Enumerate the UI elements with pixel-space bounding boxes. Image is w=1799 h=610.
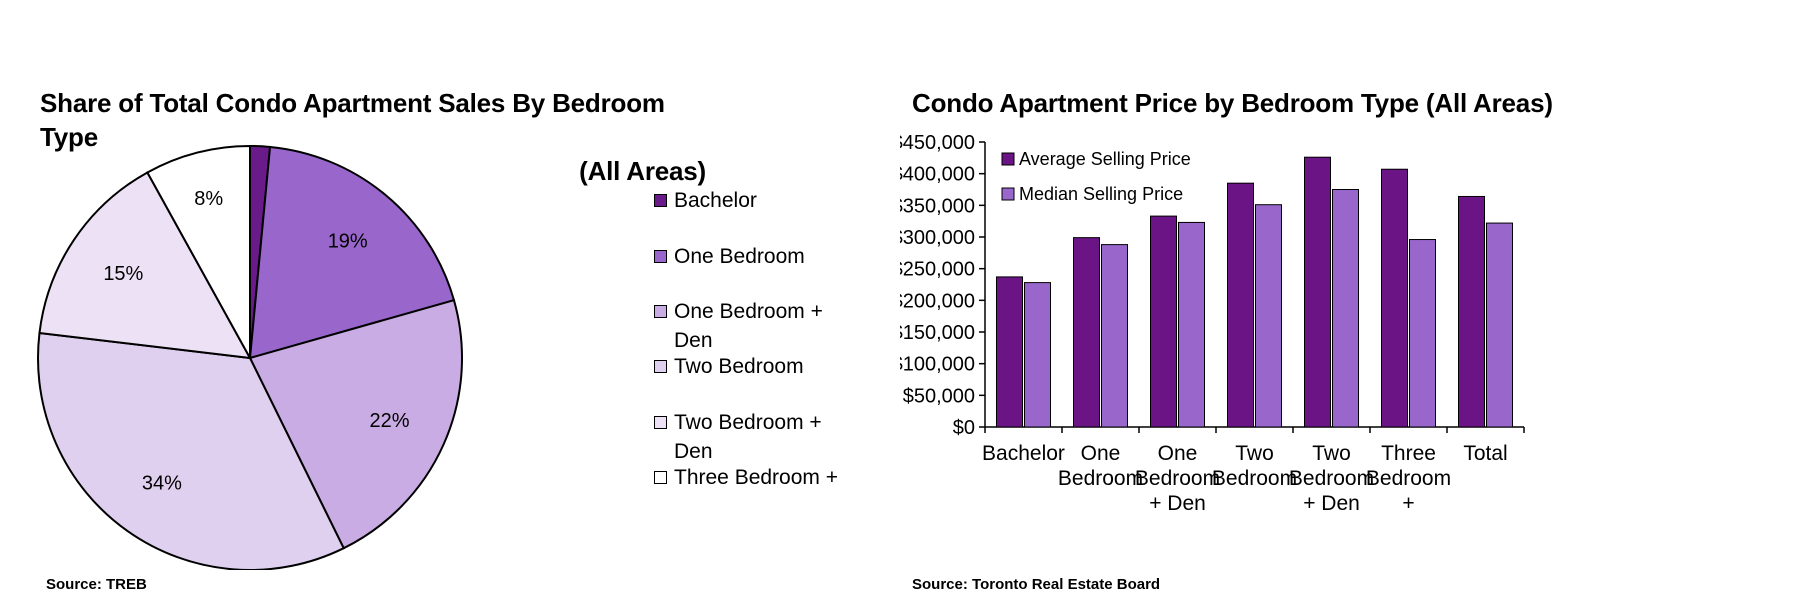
pie-slice-two-bedroom-den <box>38 171 252 360</box>
y-tick-label: $400,000 <box>900 164 975 186</box>
pie-slice-label: 19% <box>328 231 368 253</box>
pie-legend-label: One Bedroom <box>674 245 805 268</box>
bar-source-note: Source: Toronto Real Estate Board <box>912 576 1161 593</box>
y-tick-label: $250,000 <box>900 259 975 281</box>
pie-slice-one-bedroom-den <box>248 298 463 550</box>
pie-legend-item: One Bedroom <box>654 242 864 271</box>
pie-legend-item: Two Bedroom + Den <box>654 408 864 466</box>
y-tick-label: $200,000 <box>900 290 975 312</box>
bar-median <box>1024 282 1051 428</box>
bar-median <box>1101 244 1128 428</box>
pie-slice-two-bedroom <box>37 331 346 570</box>
pie-legend-label: Two Bedroom <box>674 355 804 378</box>
bar-average <box>1073 237 1100 428</box>
bar-legend-label: Average Selling Price <box>1019 149 1191 169</box>
y-tick-label: $100,000 <box>900 354 975 376</box>
y-tick-label: $0 <box>953 417 975 439</box>
x-category-label: Two Bedroom + Den <box>1289 442 1374 515</box>
bar-average <box>1304 156 1331 428</box>
pie-legend-item: Two Bedroom <box>654 352 864 381</box>
bar-average <box>1227 182 1254 428</box>
bar-legend-swatch <box>1001 187 1015 201</box>
bar-average <box>996 276 1023 428</box>
x-category-label: Two Bedroom <box>1212 442 1297 490</box>
y-tick-label: $150,000 <box>900 322 975 344</box>
pie-slice-label: 22% <box>369 410 409 432</box>
pie-slice-label: 34% <box>142 473 182 495</box>
legend-swatch <box>654 416 667 429</box>
pie-slice-label: 8% <box>194 188 223 210</box>
pie-chart-title-line2: (All Areas) <box>579 156 706 186</box>
pie-chart-panel: Share of Total Condo Apartment Sales By … <box>0 0 880 610</box>
pie-slice-one-bedroom <box>248 145 456 360</box>
legend-swatch <box>654 194 667 207</box>
legend-swatch <box>654 471 667 484</box>
pie-slice-three-bedroom <box>146 144 251 359</box>
y-tick-label: $450,000 <box>900 132 975 154</box>
legend-swatch <box>654 360 667 373</box>
bar-chart-panel: Condo Apartment Price by Bedroom Type (A… <box>900 0 1799 610</box>
x-category-label: Three Bedroom + <box>1366 442 1451 515</box>
x-category-label: Bachelor <box>982 442 1065 465</box>
bar-median <box>1409 239 1436 428</box>
bar-average <box>1381 168 1408 428</box>
y-tick-label: $350,000 <box>900 195 975 217</box>
x-category-label: One Bedroom + Den <box>1135 442 1220 515</box>
bar-median <box>1332 189 1359 428</box>
pie-legend-label: Three Bedroom + <box>674 466 839 489</box>
x-category-label: One Bedroom <box>1058 442 1143 490</box>
bar-average <box>1458 195 1485 428</box>
bar-median <box>1255 204 1282 428</box>
pie-legend-item: Three Bedroom + <box>654 463 864 492</box>
bar-legend-swatch <box>1001 152 1015 166</box>
legend-swatch <box>654 250 667 263</box>
pie-legend-label: One Bedroom + Den <box>674 300 823 352</box>
pie-legend-item: Bachelor <box>654 186 864 215</box>
bar-chart: $0 $50,000 $100,000 $150,000 $200,000 $250,00… <box>900 132 1525 515</box>
pie-chart-title: Share of Total Condo Apartment Sales By … <box>40 86 706 188</box>
bar-legend-label: Median Selling Price <box>1019 184 1183 204</box>
bar-chart-title: Condo Apartment Price by Bedroom Type (A… <box>912 88 1553 118</box>
pie-legend-item: One Bedroom + Den <box>654 297 864 355</box>
bar-median <box>1178 221 1205 428</box>
pie-chart: 19% 22% 34% 15% 8% <box>37 144 463 570</box>
pie-source-note: Source: TREB <box>46 576 147 593</box>
pie-legend-label: Two Bedroom + Den <box>674 411 822 463</box>
bar-average <box>1150 215 1177 428</box>
pie-chart-title-line1: Share of Total Condo Apartment Sales By … <box>40 88 665 152</box>
bar-median <box>1486 222 1513 428</box>
y-tick-label: $50,000 <box>903 385 975 407</box>
x-category-label: Total <box>1463 442 1507 465</box>
y-tick-label: $300,000 <box>900 227 975 249</box>
pie-legend-label: Bachelor <box>674 189 757 212</box>
pie-slice-label: 15% <box>103 263 143 285</box>
legend-swatch <box>654 305 667 318</box>
